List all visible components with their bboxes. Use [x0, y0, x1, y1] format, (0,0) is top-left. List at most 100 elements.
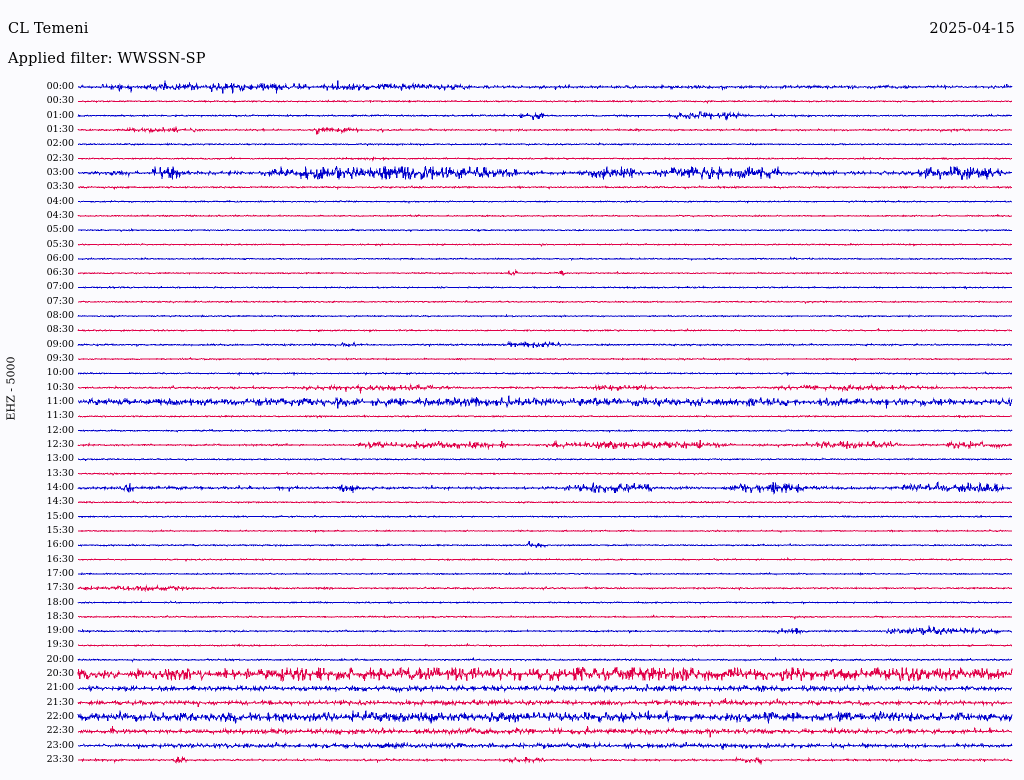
time-label-1130: 11:30: [46, 410, 74, 422]
time-label-1500: 15:00: [46, 510, 74, 522]
trace-1930: [77, 642, 1013, 648]
trace-1000: [77, 371, 1013, 377]
applied-filter-label: Applied filter: WWSSN-SP: [8, 51, 206, 67]
trace-0100: [77, 111, 1013, 121]
trace-0400: [77, 199, 1013, 205]
time-axis-labels: 00:00 00:30 01:00 01:30 02:00 02:30 03:00 03:30…: [0, 78, 74, 770]
time-label-1600: 16:00: [46, 539, 74, 551]
trace-0130: [77, 125, 1013, 135]
trace-0200: [77, 141, 1013, 147]
trace-1830: [77, 613, 1013, 620]
time-label-1100: 11:00: [46, 396, 74, 408]
time-label-1900: 19:00: [46, 625, 74, 637]
time-label-2000: 20:00: [46, 653, 74, 665]
trace-1700: [77, 571, 1013, 576]
time-label-0600: 06:00: [46, 252, 74, 264]
trace-2000: [77, 656, 1013, 663]
trace-plot-area: 00:00 00:30 01:00 01:30 02:00 02:30 03:00 03:30…: [0, 78, 1024, 770]
trace-2200: [77, 710, 1013, 724]
time-label-1030: 10:30: [46, 381, 74, 393]
trace-0830: [77, 327, 1013, 333]
time-label-0430: 04:30: [46, 209, 74, 221]
trace-1230: [77, 439, 1013, 451]
trace-1500: [77, 514, 1013, 519]
time-label-1000: 10:00: [46, 367, 74, 379]
time-label-1230: 12:30: [46, 439, 74, 450]
trace-1600: [77, 540, 1013, 549]
time-label-2130: 21:30: [46, 696, 74, 708]
time-label-1830: 18:30: [46, 610, 74, 622]
time-label-0730: 07:30: [46, 295, 74, 307]
trace-0300: [77, 166, 1013, 181]
time-label-0500: 05:00: [46, 224, 74, 236]
date-label: 2025-04-15: [929, 21, 1015, 37]
time-label-1630: 16:30: [46, 553, 74, 565]
trace-1300: [77, 457, 1013, 462]
trace-0930: [77, 356, 1013, 362]
trace-0330: [77, 184, 1013, 191]
time-label-2200: 22:00: [46, 711, 74, 723]
time-label-0400: 04:00: [46, 195, 74, 207]
time-label-1730: 17:30: [46, 582, 74, 594]
trace-0530: [77, 242, 1013, 248]
trace-1030: [77, 383, 1013, 394]
trace-0800: [77, 313, 1013, 319]
time-label-1530: 15:30: [46, 524, 74, 536]
trace-0700: [77, 285, 1013, 290]
trace-1100: [77, 395, 1013, 409]
time-label-0900: 09:00: [46, 338, 74, 350]
trace-0000: [77, 80, 1013, 94]
time-label-0000: 00:00: [46, 81, 74, 92]
trace-1900: [77, 625, 1013, 636]
time-label-1800: 18:00: [46, 596, 74, 608]
trace-1730: [77, 584, 1013, 593]
time-label-0330: 03:30: [46, 181, 74, 193]
trace-0600: [77, 256, 1013, 262]
time-label-1330: 13:30: [46, 467, 74, 479]
trace-1200: [77, 428, 1013, 434]
trace-1430: [77, 500, 1013, 505]
time-label-1200: 12:00: [46, 424, 74, 436]
trace-0500: [77, 227, 1013, 233]
trace-2130: [77, 697, 1013, 708]
trace-1530: [77, 528, 1012, 534]
time-label-2300: 23:00: [46, 739, 74, 751]
trace-2300: [77, 741, 1013, 751]
time-label-0130: 01:30: [46, 123, 74, 135]
trace-1400: [77, 481, 1013, 495]
trace-2330: [77, 756, 1013, 765]
station-title: CL Temeni: [8, 21, 89, 37]
time-label-0830: 08:30: [46, 324, 74, 336]
time-label-2330: 23:30: [46, 754, 74, 766]
time-label-1300: 13:00: [46, 453, 74, 465]
trace-0030: [77, 99, 1013, 105]
trace-1330: [77, 471, 1013, 477]
trace-0430: [77, 213, 1012, 218]
trace-1130: [77, 414, 1013, 419]
time-label-0930: 09:30: [46, 353, 74, 365]
time-label-1930: 19:30: [46, 639, 74, 651]
trace-1800: [77, 600, 1013, 605]
time-label-1700: 17:00: [46, 567, 74, 579]
trace-2100: [77, 683, 1013, 693]
time-label-0030: 00:30: [46, 95, 74, 107]
trace-0630: [77, 269, 1013, 276]
time-label-0200: 02:00: [46, 138, 74, 150]
trace-0230: [77, 156, 1013, 162]
trace-0730: [77, 299, 1013, 305]
time-label-0300: 03:00: [46, 166, 74, 178]
time-label-2030: 20:30: [46, 668, 74, 680]
time-label-0700: 07:00: [46, 281, 74, 293]
time-label-1430: 14:30: [46, 496, 74, 508]
time-label-1400: 14:00: [46, 481, 74, 493]
time-label-0630: 06:30: [46, 267, 74, 279]
time-label-0530: 05:30: [46, 238, 74, 250]
seismic-traces: [77, 80, 1013, 765]
trace-1630: [77, 557, 1013, 563]
time-label-2100: 21:00: [46, 682, 74, 694]
time-label-0230: 02:30: [46, 152, 74, 164]
time-label-2230: 22:30: [46, 725, 74, 737]
trace-0900: [77, 340, 1013, 348]
trace-2030: [77, 666, 1013, 683]
